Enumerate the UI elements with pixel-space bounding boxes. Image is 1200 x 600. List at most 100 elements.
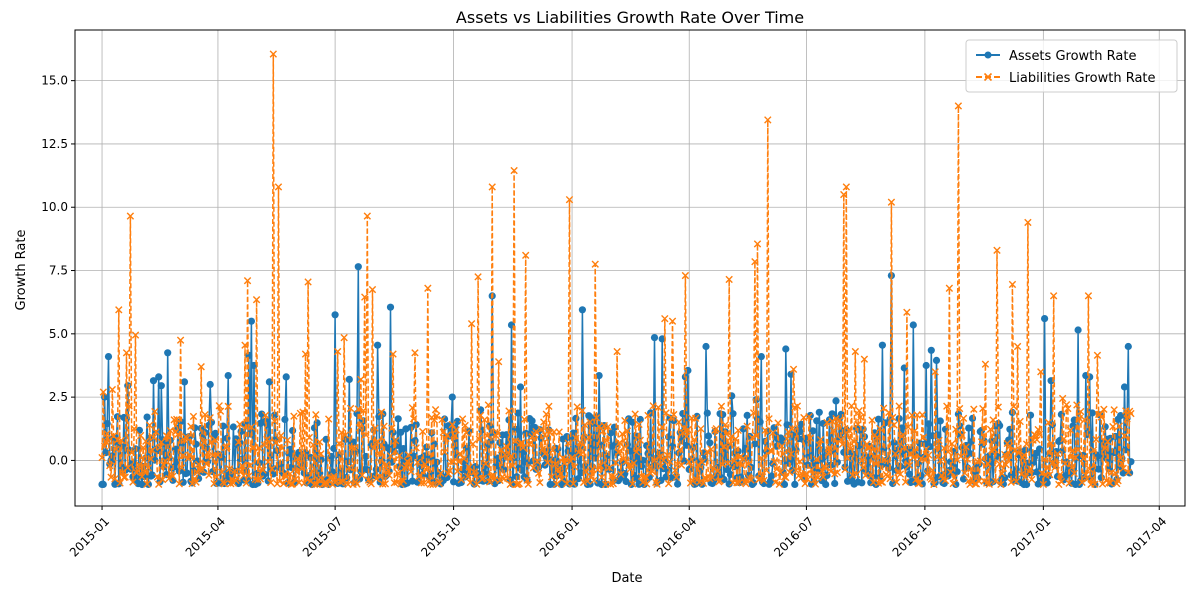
liabilities-point — [793, 402, 802, 410]
liabilities-point — [950, 474, 959, 482]
liabilities-point — [725, 275, 733, 284]
assets-point — [148, 471, 156, 479]
liabilities-point — [961, 469, 969, 477]
liabilities-point — [474, 273, 482, 281]
liabilities-point — [663, 451, 672, 459]
liabilities-point — [464, 472, 472, 481]
liabilities-point — [354, 405, 362, 413]
liabilities-point — [330, 472, 338, 480]
assets-point — [809, 427, 817, 435]
liabilities-point — [570, 463, 579, 471]
liabilities-point — [751, 257, 759, 266]
assets-point — [728, 392, 736, 400]
assets-point — [102, 449, 110, 457]
liabilities-point — [261, 411, 270, 419]
y-tick-label: 12.5 — [41, 137, 68, 151]
liabilities-point — [731, 435, 740, 443]
assets-point — [164, 349, 172, 357]
assets-point — [289, 427, 297, 435]
liabilities-point — [494, 357, 503, 366]
liabilities-point — [873, 433, 881, 442]
liabilities-point — [613, 347, 621, 356]
liabilities-point — [789, 365, 798, 373]
assets-point — [229, 423, 237, 431]
liabilities-point — [1016, 417, 1024, 426]
liabilities-point — [1097, 413, 1105, 421]
liabilities-point — [954, 102, 963, 110]
liabilities-point — [149, 433, 158, 442]
liabilities-point — [429, 480, 437, 489]
liabilities-point — [127, 449, 136, 457]
liabilities-point — [1035, 430, 1044, 439]
assets-point — [719, 411, 727, 419]
assets-point — [1095, 465, 1103, 473]
liabilities-point — [867, 472, 875, 480]
assets-point — [917, 472, 925, 480]
liabilities-point — [236, 420, 244, 428]
liabilities-point — [852, 470, 861, 479]
assets-point — [211, 429, 219, 437]
liabilities-point — [971, 480, 979, 488]
liabilities-point — [112, 445, 120, 453]
liabilities-point — [935, 436, 943, 445]
liabilities-point — [1028, 475, 1036, 484]
liabilities-point — [698, 458, 706, 466]
liabilities-point — [555, 428, 563, 436]
liabilities-point — [178, 463, 186, 472]
assets-point — [386, 303, 395, 311]
liabilities-point — [345, 463, 353, 472]
liabilities-point — [274, 183, 283, 191]
liabilities-point — [189, 412, 198, 421]
liabilities-point — [644, 411, 652, 420]
liabilities-point — [859, 463, 867, 472]
liabilities-point — [447, 458, 455, 466]
liabilities-point — [138, 472, 146, 481]
liabilities-point — [788, 425, 796, 433]
liabilities-point — [847, 402, 856, 410]
liabilities-point — [294, 454, 302, 463]
liabilities-point — [292, 468, 301, 476]
assets-point — [516, 383, 525, 391]
liabilities-point — [955, 404, 964, 413]
liabilities-point — [1004, 456, 1013, 464]
liabilities-point — [635, 420, 643, 429]
liabilities-point — [815, 441, 823, 449]
liabilities-point — [649, 402, 657, 410]
liabilities-point — [959, 414, 968, 422]
liabilities-point — [604, 423, 612, 431]
liabilities-point — [220, 480, 229, 488]
liabilities-point — [272, 438, 280, 447]
liabilities-point — [243, 276, 252, 285]
liabilities-point — [925, 451, 933, 459]
liabilities-point — [958, 431, 966, 440]
liabilities-point — [142, 437, 150, 446]
assets-point — [635, 480, 643, 488]
liabilities-point — [255, 444, 263, 452]
assets-point — [238, 455, 246, 463]
assets-point — [101, 393, 109, 401]
liabilities-point — [488, 183, 496, 191]
liabilities-point — [188, 479, 196, 488]
assets-point — [1041, 315, 1049, 323]
liabilities-point — [807, 466, 816, 474]
assets-point — [595, 372, 603, 380]
liabilities-point — [724, 459, 732, 468]
liabilities-point — [855, 407, 863, 415]
liabilities-point — [564, 439, 572, 447]
liabilities-point — [636, 436, 644, 444]
liabilities-point — [107, 473, 115, 481]
liabilities-point — [899, 431, 907, 439]
assets-point — [265, 378, 273, 386]
liabilities-point — [775, 480, 784, 489]
liabilities-point — [247, 423, 256, 431]
liabilities-point — [757, 454, 766, 462]
liabilities-point — [139, 443, 147, 452]
liabilities-point — [1093, 351, 1102, 360]
assets-point — [569, 429, 577, 437]
liabilities-point — [424, 284, 432, 292]
liabilities-point — [98, 453, 106, 462]
assets-point — [374, 341, 382, 349]
liabilities-point — [297, 464, 306, 473]
assets-point — [679, 410, 687, 418]
assets-point — [246, 430, 254, 438]
